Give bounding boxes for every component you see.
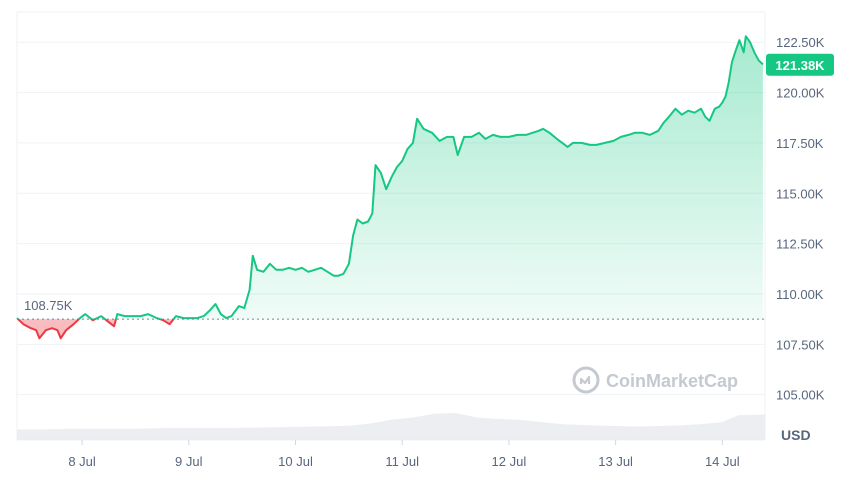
- y-tick-label: 117.50K: [776, 136, 824, 151]
- x-tick-label: 8 Jul: [68, 454, 96, 469]
- x-tick-label: 12 Jul: [492, 454, 527, 469]
- watermark-text: CoinMarketCap: [606, 371, 738, 391]
- price-area: [17, 36, 763, 339]
- x-tick-label: 14 Jul: [705, 454, 740, 469]
- price-line: [16, 35, 764, 340]
- volume-series: [17, 413, 765, 440]
- price-area-up: [17, 36, 763, 320]
- current-price-text: 121.38K: [775, 58, 825, 73]
- x-tick-label: 11 Jul: [385, 454, 419, 469]
- price-line-up: [16, 35, 764, 320]
- y-tick-label: 105.00K: [776, 388, 825, 403]
- x-tick-label: 10 Jul: [278, 454, 313, 469]
- x-tick-label: 13 Jul: [598, 454, 633, 469]
- y-axis: 105.00K 107.50K 110.00K 112.50K 115.00K 117.5…: [776, 35, 825, 402]
- y-tick-label: 120.00K: [776, 86, 825, 101]
- watermark: CoinMarketCap: [572, 366, 738, 394]
- x-axis: 8 Jul 9 Jul 10 Jul 11 Jul 12 Jul 13 Jul 14 Jul: [68, 440, 740, 469]
- volume-area: [17, 413, 765, 440]
- y-tick-label: 110.00K: [776, 287, 824, 302]
- y-tick-label: 122.50K: [776, 35, 825, 50]
- y-tick-label: 107.50K: [776, 337, 825, 352]
- x-tick-label: 9 Jul: [175, 454, 203, 469]
- y-tick-label: 112.50K: [776, 237, 824, 252]
- currency-label: USD: [781, 427, 811, 443]
- current-price-badge: 121.38K: [766, 53, 834, 76]
- reference-label: 108.75K: [20, 296, 82, 315]
- reference-value-text: 108.75K: [24, 298, 73, 313]
- y-tick-label: 115.00K: [776, 186, 824, 201]
- coinmarketcap-logo-icon: [572, 366, 600, 394]
